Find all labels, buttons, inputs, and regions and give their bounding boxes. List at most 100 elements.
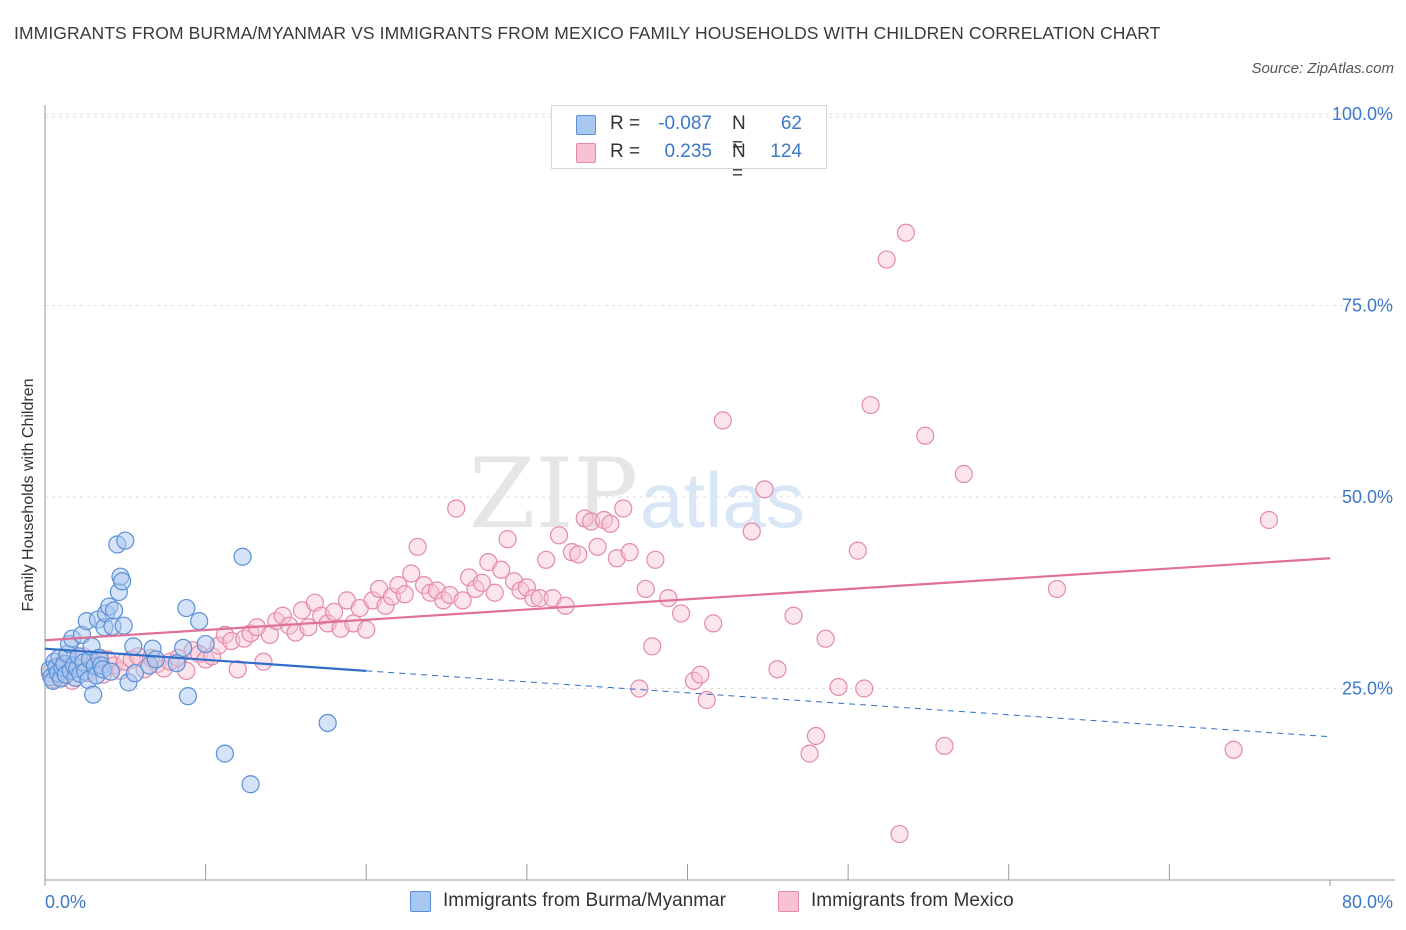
n-value: 62 [780, 113, 802, 134]
r-value: 0.235 [664, 141, 712, 162]
burma-point [241, 775, 260, 794]
burma-point [124, 637, 143, 656]
mexico-point [890, 824, 909, 844]
burma-point [101, 662, 120, 681]
burma-points [40, 531, 337, 794]
mexico-point [742, 522, 761, 541]
mexico-point [896, 223, 916, 242]
mexico-point [630, 679, 649, 698]
burma-point [215, 744, 234, 763]
mexico-point [671, 604, 691, 623]
stats-legend: R = -0.087 N = 62 R = 0.235 N = 124 [551, 105, 827, 184]
mexico-point [916, 426, 935, 445]
mexico-point [691, 665, 710, 684]
burma-point [84, 685, 103, 704]
mexico-point [357, 620, 376, 639]
mexico-point [1047, 579, 1067, 599]
mexico-swatch [576, 143, 596, 163]
mexico-point [254, 652, 273, 671]
x-tick-label: 0.0% [45, 892, 86, 912]
mexico-point [447, 499, 466, 518]
legend-label-mexico: Immigrants from Mexico [811, 890, 1014, 911]
mexico-point [549, 526, 569, 545]
n-label: N = [732, 141, 746, 184]
mexico-point [614, 499, 633, 518]
mexico-point [713, 411, 732, 430]
y-tick-label: 100.0% [1332, 104, 1393, 124]
mexico-point [376, 596, 395, 615]
x-tick-label: 80.0% [1342, 892, 1393, 912]
y-tick-label: 75.0% [1342, 296, 1393, 316]
burma-point [190, 611, 209, 631]
y-axis-label: Family Households with Children [20, 378, 37, 612]
mexico-point [569, 545, 588, 564]
burma-point [112, 572, 132, 591]
legend-label-burma: Immigrants from Burma/Myanmar [443, 890, 726, 911]
mexico-point [601, 514, 620, 533]
burma-point [146, 650, 165, 669]
y-tick-label: 50.0% [1342, 487, 1393, 507]
mexico-point [395, 585, 414, 604]
chart-title: IMMIGRANTS FROM BURMA/MYANMAR VS IMMIGRA… [14, 23, 1161, 43]
burma-point [114, 616, 133, 635]
mexico-point [408, 537, 427, 556]
mexico-point [935, 736, 954, 756]
mexico-point [848, 541, 867, 560]
mexico-trend-line [44, 557, 1331, 642]
mexico-point [800, 744, 819, 763]
mexico-point [325, 602, 344, 622]
burma-point [116, 531, 135, 550]
mexico-point [517, 578, 536, 597]
mexico-point [855, 679, 874, 698]
mexico-point [530, 589, 549, 608]
burma-point [196, 634, 215, 654]
mexico-point [643, 637, 662, 656]
mexico-point [646, 550, 665, 569]
mexico-point [492, 560, 511, 579]
mexico-point [768, 660, 787, 679]
burma-trend-extension [366, 670, 1331, 738]
mexico-point [1259, 510, 1279, 530]
y-tick-label: 25.0% [1342, 679, 1393, 699]
burma-swatch [410, 891, 431, 912]
burma-point [178, 687, 198, 706]
mexico-point [472, 573, 491, 592]
burma-swatch [576, 115, 596, 135]
mexico-point [636, 579, 655, 599]
mexico-point [829, 677, 848, 697]
mexico-point [389, 575, 408, 595]
burma-point [233, 547, 252, 566]
mexico-point [1224, 740, 1243, 759]
watermark-zip: ZIP [469, 438, 638, 550]
mexico-point [537, 550, 556, 569]
source-label: Source: ZipAtlas.com [1251, 60, 1394, 77]
tick-labels: 25.0% 50.0% 75.0% 100.0% 0.0% 80.0% [45, 104, 1393, 912]
mexico-point [704, 614, 723, 633]
burma-point [177, 598, 196, 618]
mexico-point [861, 395, 880, 415]
mexico-point [659, 589, 678, 608]
mexico-point [485, 583, 504, 602]
mexico-point [453, 591, 472, 610]
mexico-point [877, 250, 896, 269]
n-label: N = [732, 113, 746, 156]
n-value: 124 [770, 141, 802, 162]
mexico-point [755, 480, 774, 499]
mexico-point [402, 564, 421, 583]
r-value: -0.087 [658, 113, 712, 134]
mexico-point [697, 690, 716, 710]
burma-point [174, 638, 193, 658]
mexico-point [498, 530, 517, 549]
series-legend: Immigrants from Burma/Myanmar Immigrants… [0, 888, 1406, 918]
mexico-point [816, 629, 835, 648]
grid-layer [45, 113, 1395, 689]
r-label: R = [610, 113, 641, 134]
mexico-point [228, 660, 247, 679]
mexico-point [954, 464, 973, 484]
burma-point [104, 601, 124, 620]
r-label: R = [610, 141, 641, 162]
mexico-point [524, 589, 543, 608]
burma-point [125, 664, 145, 683]
burma-point [318, 713, 337, 733]
